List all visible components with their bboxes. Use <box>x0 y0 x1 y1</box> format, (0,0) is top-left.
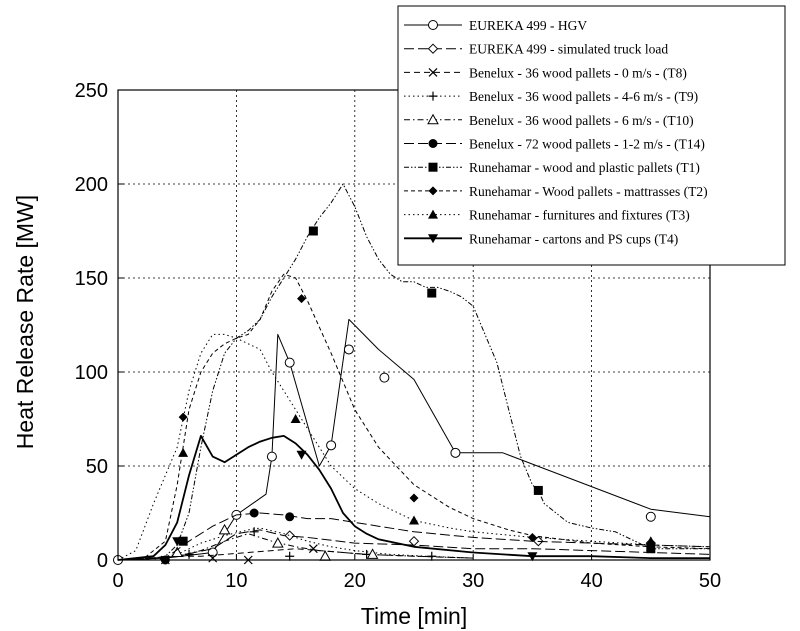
legend-box <box>397 5 786 266</box>
series-7-marker-2 <box>427 288 437 298</box>
y-tick-label-5: 250 <box>75 80 108 102</box>
series-2-marker-0 <box>284 530 295 541</box>
series-10-marker-0 <box>172 537 183 547</box>
series-5-marker-3 <box>319 550 332 561</box>
series-8-line <box>118 273 711 561</box>
legend-label-2: EUREKA 499 - simulated truck load <box>469 42 668 57</box>
legend-label-5: Benelux - 36 wood pallets - 6 m/s - (T10… <box>469 113 694 128</box>
series-4-marker-2 <box>285 551 295 561</box>
series-3-marker-1 <box>208 553 218 563</box>
legend-marker-4 <box>428 91 438 101</box>
series-9-marker-0 <box>178 447 189 457</box>
legend-label-3: Benelux - 36 wood pallets - 0 m/s - (T8) <box>469 65 687 80</box>
series-1 <box>113 318 711 565</box>
series-2-marker-1 <box>408 535 420 547</box>
legend-label-10: Runehamar - cartons and PS cups (T4) <box>469 231 678 246</box>
legend-label-8: Runehamar - Wood pallets - mattrasses (T… <box>469 184 708 199</box>
series-5-marker-2 <box>271 537 284 548</box>
series-9-marker-1 <box>290 414 301 423</box>
series-10-marker-1 <box>296 450 307 460</box>
series-1-marker-1 <box>207 547 218 558</box>
x-tick-label-1: 10 <box>225 570 247 592</box>
legend-label-7: Runehamar - wood and plastic pallets (T1… <box>469 160 700 175</box>
legend-marker-2 <box>427 43 439 54</box>
series-8-marker-1 <box>297 294 307 304</box>
series-7-marker-0 <box>178 536 188 546</box>
series-4 <box>117 527 474 561</box>
series-1-marker-8 <box>450 447 461 458</box>
series-6-marker-2 <box>285 512 295 522</box>
legend-marker-10 <box>428 234 438 244</box>
series-10 <box>117 434 710 562</box>
series-1-line <box>117 318 711 561</box>
legend-label-9: Runehamar - furnitures and fixtures (T3) <box>469 208 690 223</box>
series-3-marker-3 <box>308 544 318 554</box>
series-5-marker-1 <box>218 523 231 535</box>
series-9-marker-3 <box>645 536 656 546</box>
x-tick-label-4: 40 <box>580 570 602 592</box>
series-1-marker-5 <box>326 440 337 451</box>
legend-marker-6 <box>428 139 438 148</box>
legend-label-4: Benelux - 36 wood pallets - 4-6 m/s - (T… <box>469 89 698 104</box>
y-tick-label-0: 0 <box>97 550 108 572</box>
x-tick-label-0: 0 <box>112 570 123 592</box>
series-1-marker-9 <box>645 511 656 522</box>
legend-marker-7 <box>428 162 438 172</box>
legend-marker-8 <box>428 186 438 196</box>
x-axis-title: Time [min] <box>361 603 468 629</box>
series-4-marker-4 <box>427 551 437 561</box>
series-2 <box>117 529 711 561</box>
series-1-marker-4 <box>284 357 295 368</box>
series-6-marker-1 <box>249 508 259 518</box>
series-5 <box>117 523 474 561</box>
series-8-marker-2 <box>409 493 419 503</box>
legend-marker-9 <box>428 209 438 219</box>
y-tick-label-1: 50 <box>86 456 108 478</box>
legend-marker-1 <box>428 20 438 30</box>
series-9 <box>117 333 711 561</box>
series-4-line <box>117 527 474 561</box>
legend-marker-5 <box>427 113 439 125</box>
series-9-line <box>117 333 711 561</box>
series-layer <box>113 183 711 565</box>
legend-label-1: EUREKA 499 - HGV <box>469 18 587 33</box>
y-tick-label-4: 200 <box>75 174 108 196</box>
series-1-marker-3 <box>266 451 277 462</box>
y-tick-label-2: 100 <box>75 362 108 384</box>
series-10-marker-2 <box>527 552 538 562</box>
series-7-marker-3 <box>533 485 543 495</box>
y-tick-label-3: 150 <box>75 268 108 290</box>
x-tick-label-3: 30 <box>462 570 484 592</box>
x-tick-label-2: 20 <box>344 570 366 592</box>
legend-marker-3 <box>428 67 438 77</box>
series-7-marker-1 <box>308 226 318 236</box>
legend: EUREKA 499 - HGV EUREKA 499 - simulated t… <box>397 5 786 266</box>
series-10-line <box>117 434 710 561</box>
series-2-line <box>117 529 711 561</box>
series-5-marker-4 <box>366 548 379 559</box>
y-axis-title: Heat Release Rate [MW] <box>12 195 38 449</box>
legend-label-6: Benelux - 72 wood pallets - 1-2 m/s - (T… <box>469 137 705 152</box>
series-1-marker-6 <box>343 344 354 355</box>
series-9-marker-2 <box>409 515 419 525</box>
series-4-marker-1 <box>249 527 259 537</box>
x-tick-label-5: 50 <box>699 570 721 592</box>
series-3-line <box>117 548 474 561</box>
series-1-marker-7 <box>379 372 390 383</box>
tick-layer: 0 10 20 30 40 50 0 50 100 150 200 250 <box>75 80 722 592</box>
